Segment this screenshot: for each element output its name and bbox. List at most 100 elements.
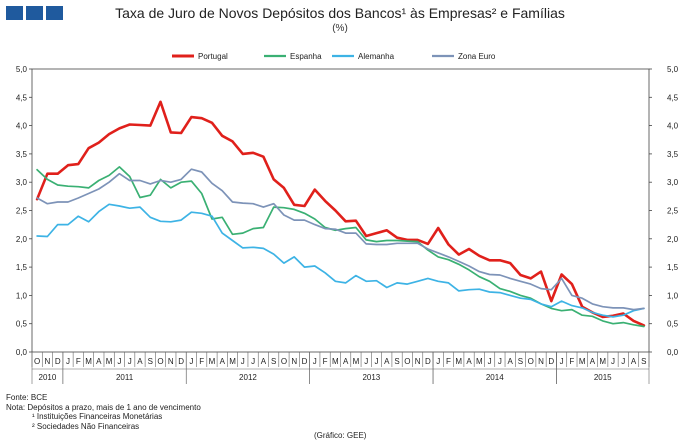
- y-tick-label-left: 2,0: [16, 235, 28, 244]
- series-line-espanha: [36, 166, 645, 328]
- series-line-portugal: [35, 100, 646, 327]
- x-month-label: A: [384, 357, 390, 366]
- x-month-label: J: [251, 357, 255, 366]
- x-month-label: M: [599, 357, 606, 366]
- x-month-label: J: [436, 357, 440, 366]
- x-month-label: J: [189, 357, 193, 366]
- x-month-label: D: [178, 357, 184, 366]
- x-month-label: A: [96, 357, 102, 366]
- x-month-label: J: [498, 357, 502, 366]
- x-month-label: N: [538, 357, 544, 366]
- x-month-label: M: [85, 357, 92, 366]
- legend-label: Espanha: [290, 52, 322, 61]
- note-source: Fonte: BCE: [6, 393, 48, 402]
- y-tick-label-right: 3,5: [667, 150, 679, 159]
- y-tick-label-left: 1,5: [16, 263, 28, 272]
- legend-label: Zona Euro: [458, 52, 496, 61]
- note-footnote-1: ¹ Instituições Financeiras Monetárias: [32, 412, 163, 422]
- x-month-label: J: [611, 357, 615, 366]
- x-month-label: A: [137, 357, 143, 366]
- x-year-label: 2011: [116, 373, 134, 382]
- x-month-label: M: [455, 357, 462, 366]
- x-month-label: A: [261, 357, 267, 366]
- x-month-label: O: [404, 357, 410, 366]
- y-tick-label-left: 4,5: [16, 93, 28, 102]
- note-footnote-2: ² Sociedades Não Financeiras: [32, 421, 140, 431]
- x-month-label: N: [415, 357, 421, 366]
- y-tick-label-left: 5,0: [16, 65, 28, 74]
- legend-label: Portugal: [198, 52, 228, 61]
- x-month-label: J: [241, 357, 245, 366]
- x-month-label: N: [45, 357, 51, 366]
- x-month-label: M: [209, 357, 216, 366]
- x-month-label: J: [313, 357, 317, 366]
- chart-subtitle: (%): [332, 23, 348, 34]
- x-month-label: O: [281, 357, 287, 366]
- x-month-label: S: [394, 357, 399, 366]
- x-month-label: J: [560, 357, 564, 366]
- x-month-label: S: [271, 357, 276, 366]
- x-month-label: F: [199, 357, 204, 366]
- y-tick-label-left: 4,0: [16, 122, 28, 131]
- y-tick-label-right: 1,0: [667, 291, 679, 300]
- x-month-label: N: [291, 357, 297, 366]
- x-month-label: J: [364, 357, 368, 366]
- x-month-label: S: [641, 357, 646, 366]
- legend-label: Alemanha: [358, 52, 395, 61]
- x-month-label: M: [579, 357, 586, 366]
- y-tick-label-right: 3,0: [667, 178, 679, 187]
- x-month-label: F: [323, 357, 328, 366]
- x-year-label: 2015: [594, 373, 612, 382]
- y-tick-label-right: 4,0: [667, 122, 679, 131]
- x-month-label: S: [518, 357, 523, 366]
- series-line-zona-euro: [36, 168, 645, 311]
- y-tick-label-right: 2,5: [667, 207, 679, 216]
- y-tick-label-right: 2,0: [667, 235, 679, 244]
- x-month-label: N: [168, 357, 174, 366]
- y-tick-label-left: 1,0: [16, 291, 28, 300]
- x-month-label: A: [631, 357, 637, 366]
- y-tick-label-right: 0,5: [667, 320, 679, 329]
- x-month-label: O: [34, 357, 40, 366]
- x-month-label: D: [55, 357, 61, 366]
- x-month-label: D: [302, 357, 308, 366]
- gee-logo: [6, 6, 63, 20]
- series-line-alemanha: [36, 203, 645, 318]
- legend-item: Espanha: [264, 52, 322, 61]
- y-tick-label-right: 4,5: [667, 93, 679, 102]
- x-month-label: O: [157, 357, 163, 366]
- chart-notes: Fonte: BCE Nota: Depósitos a prazo, mais…: [6, 393, 201, 431]
- x-year-label: 2013: [362, 373, 380, 382]
- y-tick-label-right: 5,0: [667, 65, 679, 74]
- x-month-label: F: [446, 357, 451, 366]
- y-tick-label-left: 3,0: [16, 178, 28, 187]
- x-month-label: O: [528, 357, 534, 366]
- x-month-label: J: [374, 357, 378, 366]
- x-month-label: M: [106, 357, 113, 366]
- x-month-label: J: [128, 357, 132, 366]
- y-tick-label-left: 3,5: [16, 150, 28, 159]
- legend-item: Alemanha: [332, 52, 395, 61]
- x-month-label: D: [425, 357, 431, 366]
- x-month-label: S: [148, 357, 153, 366]
- x-month-label: A: [466, 357, 472, 366]
- x-month-label: A: [220, 357, 226, 366]
- y-tick-label-left: 0,0: [16, 348, 28, 357]
- x-month-label: M: [476, 357, 483, 366]
- x-month-label: F: [76, 357, 81, 366]
- legend-item: Portugal: [172, 52, 228, 61]
- x-month-label: M: [353, 357, 360, 366]
- x-month-label: A: [508, 357, 514, 366]
- x-year-label: 2010: [39, 373, 57, 382]
- x-month-label: D: [548, 357, 554, 366]
- y-tick-label-right: 0,0: [667, 348, 679, 357]
- x-month-label: A: [343, 357, 349, 366]
- y-tick-label-left: 2,5: [16, 207, 28, 216]
- x-month-label: J: [66, 357, 70, 366]
- x-year-label: 2012: [239, 373, 257, 382]
- chart-title: Taxa de Juro de Novos Depósitos dos Banc…: [115, 5, 565, 21]
- x-month-label: J: [117, 357, 121, 366]
- x-month-label: A: [590, 357, 596, 366]
- note-main: Nota: Depósitos a prazo, mais de 1 ano d…: [6, 402, 201, 412]
